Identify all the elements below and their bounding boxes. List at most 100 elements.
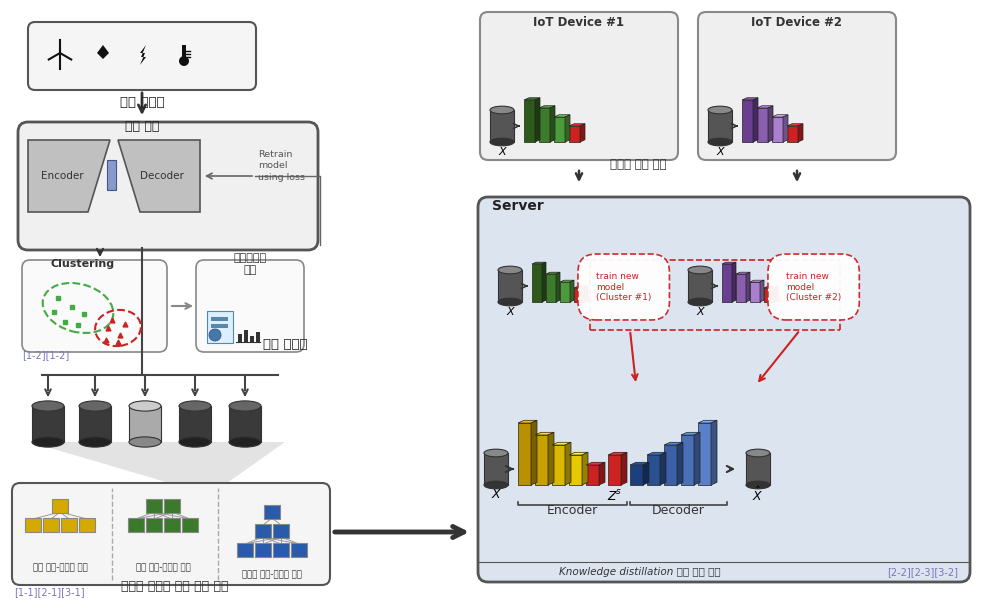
FancyBboxPatch shape	[61, 518, 77, 532]
FancyBboxPatch shape	[207, 311, 233, 343]
Bar	[238, 334, 242, 342]
Ellipse shape	[229, 437, 261, 447]
FancyBboxPatch shape	[22, 260, 167, 352]
Text: Server: Server	[492, 199, 544, 213]
Bar	[574, 288, 584, 302]
Polygon shape	[608, 452, 627, 455]
Ellipse shape	[498, 298, 522, 306]
Bar	[630, 465, 643, 485]
Polygon shape	[542, 262, 546, 302]
Bar	[524, 100, 535, 142]
Polygon shape	[774, 286, 778, 302]
Polygon shape	[757, 106, 773, 108]
Polygon shape	[764, 286, 778, 288]
Text: 단일 리더-추종자 모델: 단일 리더-추종자 모델	[32, 563, 87, 572]
Bar	[490, 110, 514, 142]
Polygon shape	[535, 98, 540, 142]
Polygon shape	[732, 262, 736, 302]
Bar	[518, 423, 531, 485]
Polygon shape	[698, 420, 717, 423]
Ellipse shape	[32, 437, 64, 447]
Polygon shape	[554, 115, 570, 117]
Ellipse shape	[708, 106, 732, 114]
Bar	[484, 453, 508, 485]
Bar	[757, 108, 768, 142]
Polygon shape	[518, 420, 537, 423]
Bar	[250, 336, 254, 342]
Bar	[179, 406, 211, 442]
Bar	[736, 274, 746, 302]
Polygon shape	[681, 432, 700, 435]
Polygon shape	[798, 124, 803, 142]
Ellipse shape	[708, 138, 732, 146]
Ellipse shape	[746, 481, 770, 489]
Text: IoT Device #1: IoT Device #1	[533, 16, 625, 28]
Text: Decoder: Decoder	[140, 171, 184, 181]
FancyBboxPatch shape	[480, 12, 678, 160]
FancyBboxPatch shape	[146, 518, 162, 532]
Polygon shape	[664, 442, 683, 445]
Polygon shape	[552, 442, 571, 445]
Polygon shape	[660, 452, 666, 485]
Circle shape	[209, 329, 221, 341]
Text: 계층적 리더-추종자 모델: 계층적 리더-추종자 모델	[242, 571, 301, 580]
Polygon shape	[28, 140, 110, 212]
Bar	[746, 453, 770, 485]
FancyBboxPatch shape	[255, 543, 271, 557]
Polygon shape	[30, 442, 285, 495]
Text: X: X	[506, 307, 514, 317]
FancyBboxPatch shape	[164, 499, 180, 513]
Polygon shape	[565, 442, 571, 485]
Polygon shape	[750, 280, 764, 282]
Text: Encoder: Encoder	[546, 503, 598, 517]
Polygon shape	[736, 272, 750, 274]
Polygon shape	[546, 272, 560, 274]
Polygon shape	[753, 98, 758, 142]
Bar	[532, 264, 542, 302]
Bar	[129, 406, 161, 442]
Bar	[681, 435, 694, 485]
Text: Clustering: Clustering	[50, 259, 114, 269]
Polygon shape	[569, 124, 585, 126]
Polygon shape	[643, 462, 649, 485]
Bar	[32, 406, 64, 442]
FancyBboxPatch shape	[128, 518, 144, 532]
Text: 학습된 모델 전송: 학습된 모델 전송	[610, 157, 666, 170]
FancyBboxPatch shape	[12, 483, 330, 585]
FancyBboxPatch shape	[255, 524, 271, 538]
Text: 다종 데이터: 다종 데이터	[120, 95, 164, 109]
Polygon shape	[556, 272, 560, 302]
Bar	[182, 45, 186, 61]
Polygon shape	[582, 452, 588, 485]
Polygon shape	[560, 280, 574, 282]
FancyBboxPatch shape	[146, 499, 162, 513]
FancyBboxPatch shape	[478, 197, 970, 582]
Text: 특징 추출: 특징 추출	[125, 121, 159, 133]
Text: $\hat{X}$: $\hat{X}$	[752, 486, 764, 504]
Circle shape	[179, 56, 189, 66]
Bar	[552, 445, 565, 485]
Polygon shape	[569, 452, 588, 455]
Polygon shape	[97, 45, 109, 59]
Polygon shape	[647, 452, 666, 455]
FancyBboxPatch shape	[211, 317, 229, 320]
Polygon shape	[772, 115, 788, 117]
FancyBboxPatch shape	[28, 22, 256, 90]
Ellipse shape	[688, 298, 712, 306]
Bar	[764, 288, 774, 302]
Ellipse shape	[179, 401, 211, 411]
Bar	[79, 406, 111, 442]
Polygon shape	[760, 280, 764, 302]
Bar	[664, 445, 677, 485]
Bar	[750, 282, 760, 302]
Bar	[107, 160, 116, 190]
Polygon shape	[746, 272, 750, 302]
Bar	[688, 270, 712, 302]
Ellipse shape	[229, 401, 261, 411]
Bar	[244, 330, 248, 342]
Ellipse shape	[179, 437, 211, 447]
Polygon shape	[118, 140, 200, 212]
Polygon shape	[550, 106, 555, 142]
Bar	[569, 126, 580, 142]
Text: 다중 리더-추종자 모델: 다중 리더-추종자 모델	[136, 563, 191, 572]
